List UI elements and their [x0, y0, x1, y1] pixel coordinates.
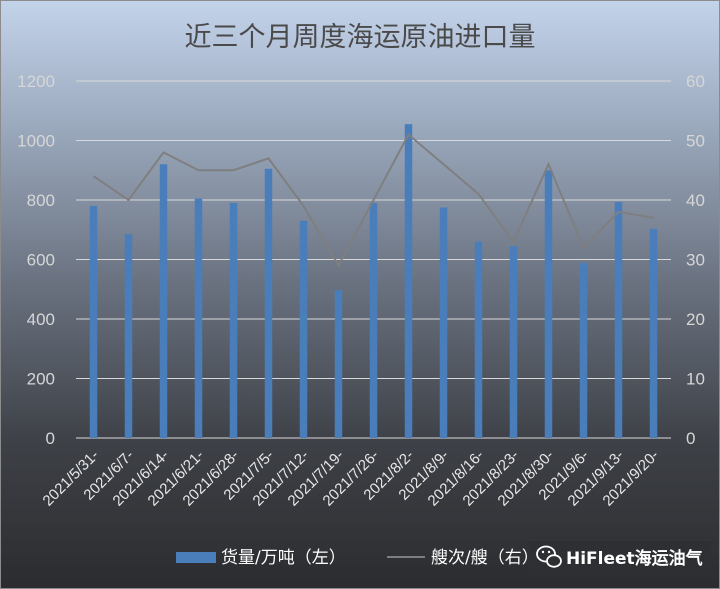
left-tick-label: 1200: [17, 72, 55, 91]
bar: [159, 164, 168, 439]
bar: [439, 207, 448, 438]
left-tick-label: 0: [46, 429, 55, 448]
bar: [229, 202, 238, 438]
left-axis-ticks: 0 200 400 600 800 1000 1200: [17, 72, 55, 448]
legend-bar-swatch: [176, 552, 216, 563]
watermark: HiFleet海运油气: [529, 541, 711, 575]
left-tick-label: 1000: [17, 132, 55, 151]
bar: [124, 234, 133, 438]
bar: [509, 246, 518, 438]
right-tick-label: 0: [686, 429, 695, 448]
legend-bar-label: 货量/万吨（左）: [221, 548, 346, 568]
left-tick-label: 800: [27, 191, 55, 210]
bar-series: [89, 124, 658, 439]
bar: [334, 290, 343, 438]
bar: [299, 220, 308, 438]
line-series: [92, 132, 654, 268]
series-line: [92, 132, 654, 268]
right-tick-label: 60: [686, 72, 705, 91]
wechat-icon: [536, 545, 562, 568]
legend-line-label: 艘次/艘（右）: [431, 548, 539, 568]
right-axis-ticks: 0 10 20 30 40 50 60: [686, 72, 705, 448]
bar: [264, 168, 273, 438]
right-tick-label: 50: [686, 132, 705, 151]
right-tick-label: 10: [686, 370, 705, 389]
left-tick-label: 200: [27, 370, 55, 389]
right-tick-label: 20: [686, 310, 705, 329]
bar: [544, 170, 553, 438]
left-tick-label: 400: [27, 310, 55, 329]
bar: [369, 202, 378, 438]
left-tick-label: 600: [27, 251, 55, 270]
legend: 货量/万吨（左） 艘次/艘（右）: [176, 548, 539, 568]
right-tick-label: 30: [686, 251, 705, 270]
bar: [649, 228, 658, 438]
bar: [89, 205, 98, 438]
right-tick-label: 40: [686, 191, 705, 210]
bar: [474, 241, 483, 438]
x-axis-ticks: 2021/5/31-2021/6/7-2021/6/14-2021/6/21-2…: [40, 447, 663, 510]
bar: [614, 202, 623, 438]
bar: [579, 263, 588, 438]
bar: [194, 198, 203, 438]
bar: [404, 124, 413, 438]
chart-title: 近三个月周度海运原油进口量: [185, 22, 536, 53]
watermark-text: HiFleet海运油气: [566, 548, 703, 569]
